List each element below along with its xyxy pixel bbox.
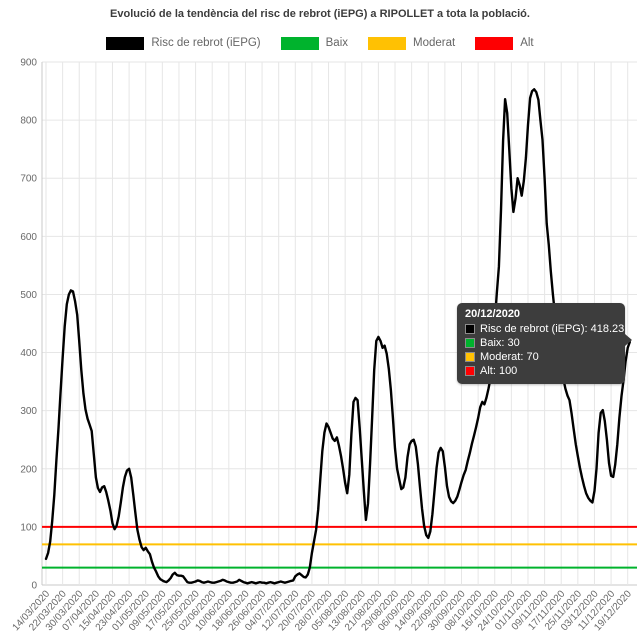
tooltip-row: Alt: 100 (465, 365, 617, 377)
y-axis-tick-label: 800 (20, 116, 37, 127)
tooltip-row: Risc de rebrot (iEPG): 418.23 (465, 323, 624, 335)
tooltip-swatch-icon (465, 366, 475, 376)
tooltip-row-label: Alt: 100 (480, 365, 518, 377)
chart-legend: Risc de rebrot (iEPG) Baix Moderat Alt (0, 34, 640, 52)
tooltip-row: Baix: 30 (465, 337, 617, 349)
y-axis-tick-label: 500 (20, 290, 37, 301)
legend-label: Baix (325, 37, 349, 49)
series-line-iepg (44, 88, 631, 585)
tooltip-row-label: Baix: 30 (480, 337, 520, 349)
tooltip-row: Moderat: 70 (465, 351, 617, 363)
tooltip-caret-icon (625, 334, 632, 346)
legend-swatch-icon (368, 36, 407, 50)
y-axis-tick-label: 600 (20, 232, 37, 243)
legend-item-iepg[interactable]: Risc de rebrot (iEPG) (106, 36, 261, 50)
tooltip-swatch-icon (465, 338, 475, 348)
legend-label: Moderat (413, 37, 456, 49)
y-axis-tick-label: 900 (20, 58, 37, 69)
y-axis-tick-label: 700 (20, 174, 37, 185)
legend-swatch-icon (106, 36, 145, 50)
legend-item-baix[interactable]: Baix (280, 36, 349, 50)
legend-label: Risc de rebrot (iEPG) (151, 37, 261, 49)
y-axis-tick-label: 100 (20, 522, 37, 533)
chart-tooltip: 20/12/2020 Risc de rebrot (iEPG): 418.23… (457, 303, 632, 384)
tooltip-swatch-icon (465, 324, 475, 334)
legend-item-alt[interactable]: Alt (475, 36, 534, 50)
legend-item-moderat[interactable]: Moderat (368, 36, 456, 50)
chart-title: Evolució de la tendència del risc de reb… (110, 8, 530, 20)
tooltip-date: 20/12/2020 (465, 308, 521, 320)
y-axis-tick-label: 0 (31, 581, 37, 592)
y-axis-tick-label: 300 (20, 406, 37, 417)
tooltip-row-label: Risc de rebrot (iEPG): 418.23 (480, 323, 625, 335)
tooltip-row-label: Moderat: 70 (480, 351, 539, 363)
tooltip-swatch-icon (465, 352, 475, 362)
legend-swatch-icon (475, 36, 514, 50)
legend-label: Alt (520, 37, 534, 49)
y-axis-tick-label: 200 (20, 464, 37, 475)
y-axis-tick-label: 400 (20, 348, 37, 359)
legend-swatch-icon (280, 36, 319, 50)
